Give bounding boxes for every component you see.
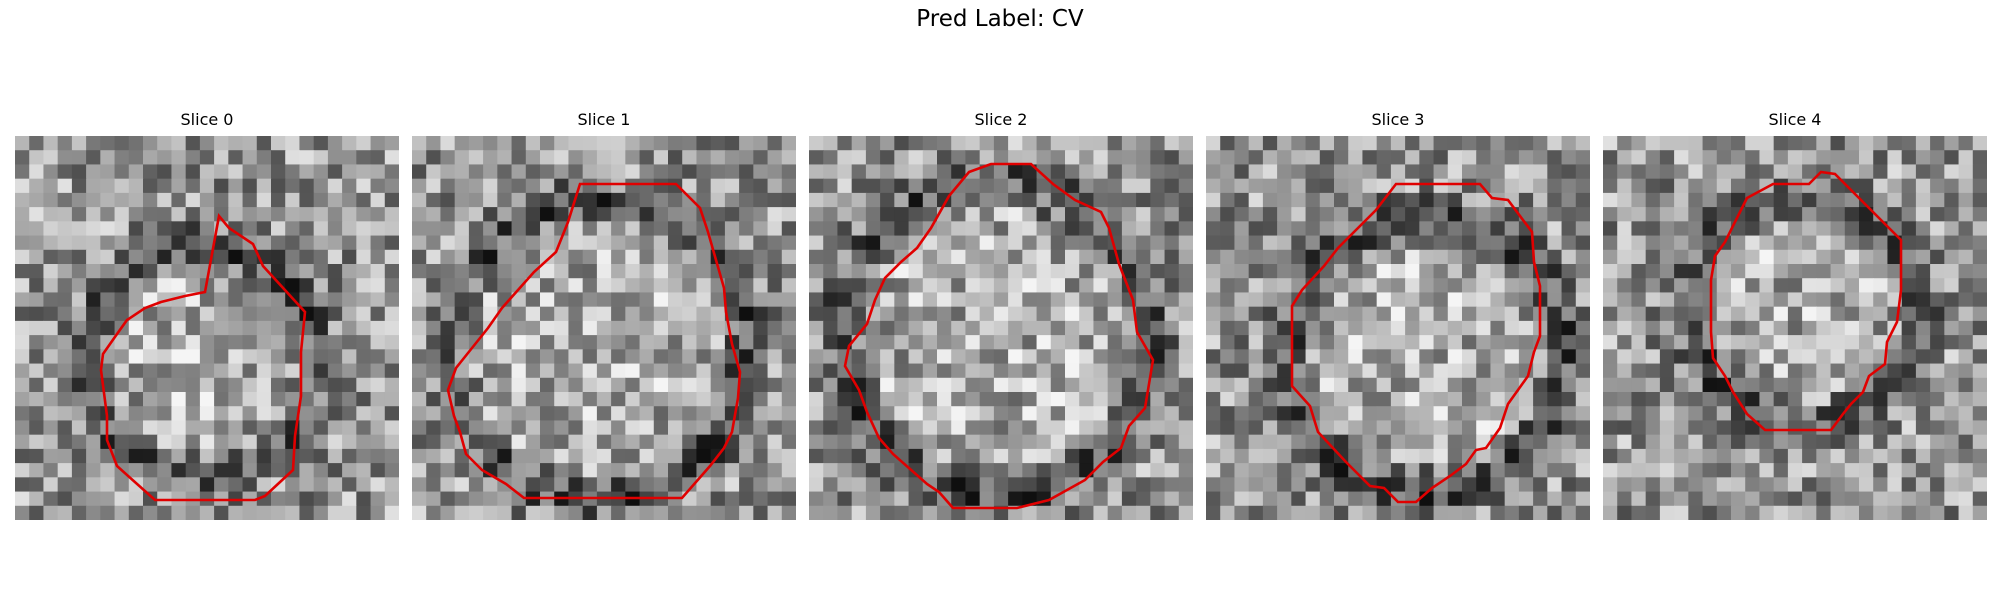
segmentation-contour-4 xyxy=(1709,170,1903,432)
slice-image-0 xyxy=(15,136,399,520)
segmentation-contour-1 xyxy=(446,182,742,500)
slice-panel-0: Slice 0 xyxy=(15,108,399,520)
grayscale-pixels-4 xyxy=(1603,136,1987,520)
slice-image-4 xyxy=(1603,136,1987,520)
slice-panel-2: Slice 2 xyxy=(809,108,1193,520)
grayscale-pixels-3 xyxy=(1206,136,1590,520)
segmentation-contour-3 xyxy=(1290,182,1542,504)
figure-title: Pred Label: CV xyxy=(916,6,1084,32)
slice-title-3: Slice 3 xyxy=(1371,110,1425,129)
slice-title-1: Slice 1 xyxy=(577,110,631,129)
slice-panel-4: Slice 4 xyxy=(1603,108,1987,520)
slice-title-4: Slice 4 xyxy=(1768,110,1822,129)
slice-title-0: Slice 0 xyxy=(180,110,234,129)
segmentation-contour-0 xyxy=(99,213,307,502)
slice-panel-1: Slice 1 xyxy=(412,108,796,520)
slice-image-3 xyxy=(1206,136,1590,520)
slice-panel-3: Slice 3 xyxy=(1206,108,1590,520)
grayscale-pixels-1 xyxy=(412,136,796,520)
slice-title-2: Slice 2 xyxy=(974,110,1028,129)
slice-image-2 xyxy=(809,136,1193,520)
segmentation-contour-2 xyxy=(843,162,1155,510)
slice-image-1 xyxy=(412,136,796,520)
grayscale-pixels-0 xyxy=(15,136,399,520)
